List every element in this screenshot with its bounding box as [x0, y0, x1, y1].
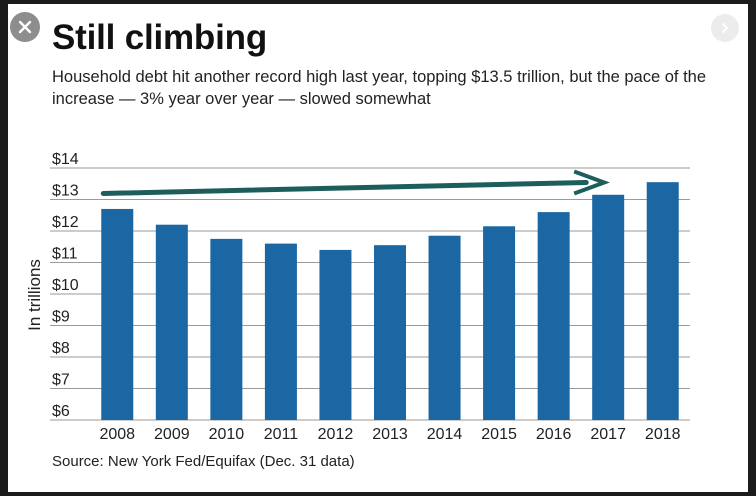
- chart-title: Still climbing: [52, 18, 267, 57]
- bar-2012: [319, 249, 352, 420]
- close-icon: [18, 20, 32, 34]
- trend-arrow-head: [573, 169, 610, 196]
- bar-2011: [264, 243, 297, 420]
- x-tick-label: 2009: [154, 426, 190, 443]
- y-tick-label: $9: [52, 309, 70, 326]
- x-tick-label: 2016: [536, 426, 572, 443]
- trend-arrow-shaft: [100, 179, 589, 196]
- y-tick-label: $12: [52, 214, 79, 231]
- x-axis-tick-labels: 2008 2009 2010 2011 2012 2013 2014 2015 2016 2017…: [99, 426, 680, 443]
- bar-2017: [592, 194, 625, 420]
- bar-2018: [646, 182, 679, 420]
- y-axis-label: In trillions: [25, 259, 44, 331]
- bar-2010: [210, 238, 243, 420]
- x-tick-label: 2013: [372, 426, 408, 443]
- bar-2014: [428, 235, 461, 420]
- chevron-right-icon: [722, 23, 729, 33]
- y-tick-label: $7: [52, 372, 70, 389]
- trend-arrow: [100, 169, 610, 196]
- x-tick-label: 2008: [99, 426, 135, 443]
- y-tick-label: $13: [52, 183, 79, 200]
- x-tick-label: 2010: [209, 426, 245, 443]
- y-tick-label: $14: [52, 151, 79, 168]
- y-tick-label: $11: [52, 246, 78, 263]
- y-tick-label: $10: [52, 277, 79, 294]
- x-tick-label: 2012: [318, 426, 354, 443]
- y-axis-tick-labels: $6 $7 $8 $9 $10 $11 $12 $13 $14: [52, 151, 79, 420]
- close-button[interactable]: [10, 12, 40, 42]
- x-tick-label: 2017: [590, 426, 626, 443]
- x-tick-label: 2015: [481, 426, 517, 443]
- x-tick-label: 2014: [427, 426, 463, 443]
- bars: [101, 182, 679, 420]
- bar-2009: [155, 224, 188, 420]
- y-tick-label: $8: [52, 340, 70, 357]
- bar-2015: [483, 226, 516, 420]
- bar-2013: [374, 245, 406, 420]
- x-tick-label: 2011: [264, 426, 299, 443]
- bar-2016: [537, 212, 570, 420]
- y-tick-label: $6: [52, 403, 70, 420]
- chart-source: Source: New York Fed/Equifax (Dec. 31 da…: [52, 453, 355, 470]
- next-button[interactable]: [711, 14, 739, 42]
- chart-subtitle: Household debt hit another record high l…: [52, 68, 707, 108]
- bar-2008: [101, 208, 134, 420]
- x-tick-label: 2018: [645, 426, 681, 443]
